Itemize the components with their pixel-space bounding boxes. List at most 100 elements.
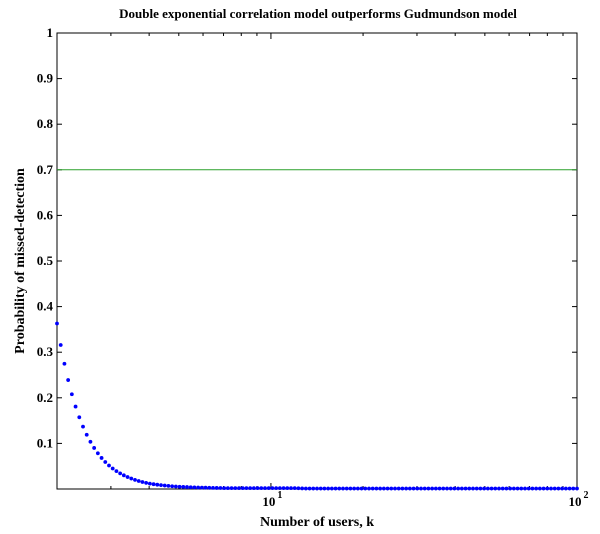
series-point — [162, 483, 167, 488]
series-point — [497, 486, 501, 491]
series-point — [404, 486, 409, 491]
x-tick-exponent: 2 — [584, 490, 589, 501]
series-point — [318, 486, 323, 491]
series-point — [478, 486, 483, 491]
series-point — [263, 486, 267, 490]
series-point — [485, 486, 490, 491]
series-point — [155, 482, 160, 487]
series-point — [326, 486, 331, 491]
chart-title: Double exponential correlation model out… — [119, 6, 517, 21]
series-point — [549, 486, 553, 491]
y-tick-label: 0.1 — [37, 435, 53, 450]
series-point — [199, 485, 204, 490]
series-point — [526, 486, 531, 491]
series-point — [385, 486, 390, 491]
y-tick-label: 0.6 — [37, 207, 54, 222]
series-point — [136, 479, 141, 483]
y-tick-label: 0.7 — [37, 162, 54, 177]
series-point — [452, 486, 457, 491]
series-point — [315, 486, 319, 491]
series-point — [84, 432, 89, 437]
series-point — [534, 486, 539, 491]
x-tick-label: 10 — [262, 494, 275, 509]
series-point — [125, 475, 130, 479]
series-point — [270, 486, 275, 490]
series-point — [266, 486, 271, 490]
series-point — [500, 486, 505, 491]
series-point — [73, 404, 78, 409]
x-axis-label: Number of users, k — [260, 515, 374, 530]
series-point — [552, 486, 557, 491]
y-tick-label: 1 — [47, 25, 54, 40]
series-point — [493, 486, 498, 491]
series-point — [296, 486, 301, 491]
series-point — [222, 486, 227, 490]
series-point — [173, 484, 178, 489]
series-point — [140, 480, 145, 484]
series-point — [289, 486, 293, 490]
series-point — [255, 486, 260, 490]
series-point — [237, 486, 241, 490]
y-tick-label: 0.9 — [37, 71, 54, 86]
series-point — [355, 486, 360, 491]
series-point — [448, 486, 453, 491]
series-point — [511, 486, 516, 491]
series-point — [381, 486, 386, 491]
series-point — [103, 460, 108, 464]
series-point — [482, 486, 487, 491]
series-point — [196, 485, 201, 490]
series-point — [240, 486, 245, 490]
series-point — [277, 486, 282, 490]
series-point — [81, 424, 85, 429]
series-point — [121, 473, 126, 478]
series-point — [504, 486, 509, 491]
series-point — [407, 486, 412, 491]
series-point — [370, 486, 375, 491]
series-point — [281, 486, 286, 490]
series-point — [274, 486, 279, 490]
series-point — [571, 486, 576, 491]
series-point — [463, 486, 468, 491]
series-point — [333, 486, 338, 491]
x-tick-label: 10 — [569, 494, 582, 509]
series-point — [467, 486, 472, 491]
series-point — [311, 486, 316, 491]
series-point — [192, 485, 197, 490]
series-point — [77, 415, 82, 420]
y-tick-label: 0.4 — [37, 299, 54, 314]
series-point — [99, 456, 104, 460]
series-point — [352, 486, 357, 491]
series-point — [341, 486, 345, 491]
series-point — [471, 486, 475, 491]
series-point — [575, 486, 579, 491]
series-point — [185, 485, 189, 489]
series-point — [515, 486, 520, 491]
series-point — [170, 484, 175, 489]
series-point — [166, 484, 171, 488]
series-point — [556, 486, 561, 491]
series-point — [188, 485, 193, 490]
series-point — [129, 476, 134, 481]
series-point — [374, 486, 379, 491]
series-point — [567, 486, 572, 491]
series-point — [211, 485, 215, 490]
y-axis-label: Probability of missed-detection — [13, 168, 28, 354]
series-point — [456, 486, 461, 491]
series-point — [251, 486, 256, 490]
series-point — [545, 486, 550, 491]
series-point — [300, 486, 305, 491]
x-tick-exponent: 1 — [277, 490, 282, 501]
series-point — [459, 486, 464, 491]
series-point — [530, 486, 535, 491]
series-point — [114, 469, 119, 473]
series-point — [519, 486, 524, 491]
series-point — [248, 486, 253, 490]
series-point — [107, 463, 111, 468]
series-point — [259, 486, 264, 490]
series-point — [541, 486, 546, 491]
series-point — [303, 486, 308, 491]
series-point — [400, 486, 405, 491]
series-point — [151, 482, 156, 487]
series-point — [489, 486, 494, 491]
